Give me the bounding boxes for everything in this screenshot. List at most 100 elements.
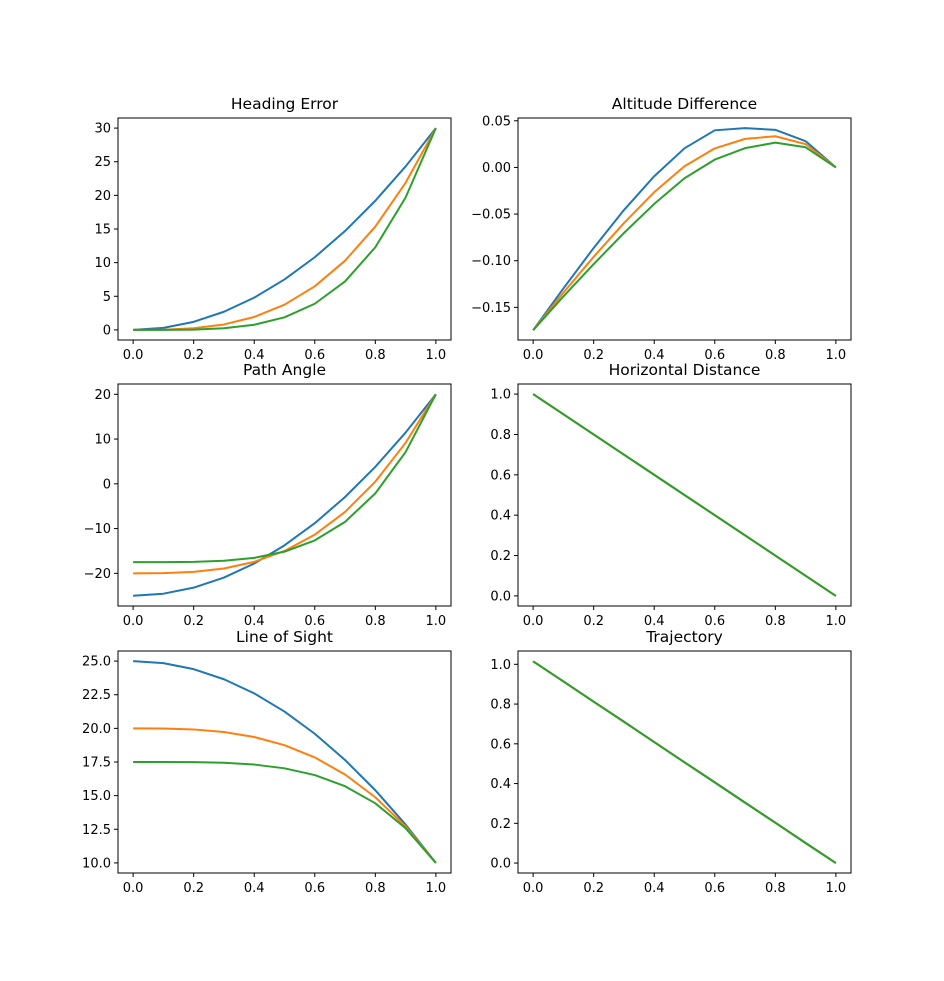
- altitude-difference-y-tick-label: 0.05: [482, 114, 511, 129]
- path-angle-x-tick-label: 0.6: [304, 614, 325, 629]
- altitude-difference-series-1-line: [532, 127, 837, 331]
- trajectory-y-tick-label: 0.2: [490, 817, 511, 832]
- altitude-difference-y-tick-label: 0.00: [482, 161, 511, 176]
- heading-error-x-tick-label: 0.6: [304, 348, 325, 363]
- path-angle-y-tick-label: 0: [103, 477, 111, 492]
- heading-error-y-tick-label: 30: [94, 122, 111, 137]
- trajectory-x-tick-label: 0.0: [523, 881, 544, 896]
- altitude-difference-x-tick-label: 0.2: [583, 348, 604, 363]
- line-of-sight-y-tick-label: 20.0: [82, 722, 111, 737]
- line-of-sight-x-tick-label: 0.0: [123, 881, 144, 896]
- line-of-sight-x-tick-label: 0.6: [304, 881, 325, 896]
- line-of-sight-y-tick-label: 22.5: [82, 688, 111, 703]
- altitude-difference-series-2-line: [532, 135, 837, 331]
- line-of-sight-x-tick-label: 0.2: [183, 881, 204, 896]
- path-angle-y-tick-label: −10: [84, 522, 111, 537]
- altitude-difference-series-3-line: [532, 141, 837, 331]
- horizontal-distance-y-tick-label: 0.2: [490, 549, 511, 564]
- horizontal-distance-x-tick-label: 1.0: [826, 614, 847, 629]
- line-of-sight-y-tick-label: 12.5: [82, 823, 111, 838]
- horizontal-distance-y-tick-label: 0.6: [490, 468, 511, 483]
- horizontal-distance-x-tick-label: 0.2: [583, 614, 604, 629]
- altitude-difference-y-tick-label: −0.15: [471, 301, 511, 316]
- trajectory-x-tick-label: 0.8: [765, 881, 786, 896]
- path-angle-x-tick-label: 0.4: [244, 614, 265, 629]
- trajectory-y-tick-label: 0.0: [490, 857, 511, 872]
- horizontal-distance-axes-frame: [517, 383, 852, 607]
- heading-error-x-tick-label: 0.2: [183, 348, 204, 363]
- path-angle-y-tick-label: 10: [94, 433, 111, 448]
- heading-error-series-3-line: [133, 127, 437, 331]
- subplot-line-of-sight: 0.0 0.2 0.4 0.6 0.8 1.0 10.0 12.5 15.0 17.5 20.0 22…: [82, 628, 452, 896]
- line-of-sight-y-tick-label: 15.0: [82, 789, 111, 804]
- trajectory-x-tick-label: 0.6: [704, 881, 725, 896]
- altitude-difference-title: Altitude Difference: [612, 95, 757, 113]
- heading-error-x-tick-label: 1.0: [426, 348, 447, 363]
- subplot-path-angle: 0.0 0.2 0.4 0.6 0.8 1.0 −20 −10 0 10 20 Path Angle: [84, 361, 452, 629]
- path-angle-series-3-line: [133, 393, 437, 564]
- line-of-sight-x-tick-label: 0.8: [365, 881, 386, 896]
- path-angle-x-tick-label: 0.8: [365, 614, 386, 629]
- heading-error-x-tick-label: 0.0: [123, 348, 144, 363]
- line-of-sight-x-tick-label: 1.0: [426, 881, 447, 896]
- heading-error-y-tick-label: 20: [94, 189, 111, 204]
- trajectory-x-tick-label: 0.2: [583, 881, 604, 896]
- subplot-trajectory: 0.0 0.2 0.4 0.6 0.8 1.0 0.0 0.2 0.4 0.6 0.8 1.0 Traj…: [490, 628, 852, 896]
- path-angle-title: Path Angle: [243, 361, 326, 379]
- path-angle-axes-frame: [117, 383, 452, 607]
- heading-error-series-1-line: [133, 127, 437, 331]
- altitude-difference-x-tick-label: 0.6: [704, 348, 725, 363]
- horizontal-distance-x-tick-label: 0.6: [704, 614, 725, 629]
- subplot-altitude-difference: 0.0 0.2 0.4 0.6 0.8 1.0 −0.15 −0.10 −0.05 0.00 0.0…: [471, 95, 852, 363]
- trajectory-x-tick-label: 0.4: [644, 881, 665, 896]
- horizontal-distance-x-tick-label: 0.0: [523, 614, 544, 629]
- horizontal-distance-series-3-line: [532, 393, 837, 597]
- path-angle-x-tick-label: 0.2: [183, 614, 204, 629]
- altitude-difference-y-tick-label: −0.05: [471, 208, 511, 223]
- trajectory-y-tick-label: 0.4: [490, 777, 511, 792]
- line-of-sight-title: Line of Sight: [236, 628, 333, 646]
- horizontal-distance-x-tick-label: 0.4: [644, 614, 665, 629]
- altitude-difference-x-tick-label: 1.0: [826, 348, 847, 363]
- horizontal-distance-y-tick-label: 1.0: [490, 388, 511, 403]
- trajectory-y-tick-label: 1.0: [490, 658, 511, 673]
- horizontal-distance-title: Horizontal Distance: [609, 361, 761, 379]
- altitude-difference-y-tick-label: −0.10: [471, 254, 511, 269]
- trajectory-title: Trajectory: [645, 628, 723, 646]
- trajectory-y-tick-label: 0.8: [490, 698, 511, 713]
- subplot-horizontal-distance: 0.0 0.2 0.4 0.6 0.8 1.0 0.0 0.2 0.4 0.6 0.8 1.0 Hori…: [490, 361, 852, 629]
- heading-error-y-tick-label: 5: [103, 290, 111, 305]
- line-of-sight-series-3-line: [133, 761, 437, 864]
- horizontal-distance-y-tick-label: 0.8: [490, 428, 511, 443]
- line-of-sight-y-tick-label: 25.0: [82, 655, 111, 670]
- altitude-difference-x-tick-label: 0.0: [523, 348, 544, 363]
- line-of-sight-y-tick-label: 17.5: [82, 756, 111, 771]
- trajectory-series-3-line: [532, 660, 837, 864]
- subplot-heading-error: 0.0 0.2 0.4 0.6 0.8 1.0 0 5 10 15 20 25 30 Heading Er…: [94, 95, 452, 363]
- heading-error-title: Heading Error: [231, 95, 339, 113]
- path-angle-y-tick-label: −20: [84, 567, 111, 582]
- heading-error-y-tick-label: 15: [94, 223, 111, 238]
- heading-error-y-tick-label: 25: [94, 155, 111, 170]
- heading-error-x-tick-label: 0.4: [244, 348, 265, 363]
- heading-error-x-tick-label: 0.8: [365, 348, 386, 363]
- path-angle-x-tick-label: 1.0: [426, 614, 447, 629]
- path-angle-x-tick-label: 0.0: [123, 614, 144, 629]
- line-of-sight-series-2-line: [133, 727, 437, 864]
- altitude-difference-x-tick-label: 0.8: [765, 348, 786, 363]
- trajectory-y-tick-label: 0.6: [490, 737, 511, 752]
- line-of-sight-x-tick-label: 0.4: [244, 881, 265, 896]
- heading-error-y-tick-label: 0: [103, 323, 111, 338]
- altitude-difference-axes-frame: [517, 117, 852, 341]
- path-angle-y-tick-label: 20: [94, 388, 111, 403]
- trajectory-axes-frame: [517, 650, 852, 874]
- line-of-sight-y-tick-label: 10.0: [82, 856, 111, 871]
- horizontal-distance-y-tick-label: 0.4: [490, 509, 511, 524]
- horizontal-distance-x-tick-label: 0.8: [765, 614, 786, 629]
- altitude-difference-x-tick-label: 0.4: [644, 348, 665, 363]
- trajectory-x-tick-label: 1.0: [826, 881, 847, 896]
- heading-error-y-tick-label: 10: [94, 256, 111, 271]
- path-angle-series-1-line: [133, 393, 437, 597]
